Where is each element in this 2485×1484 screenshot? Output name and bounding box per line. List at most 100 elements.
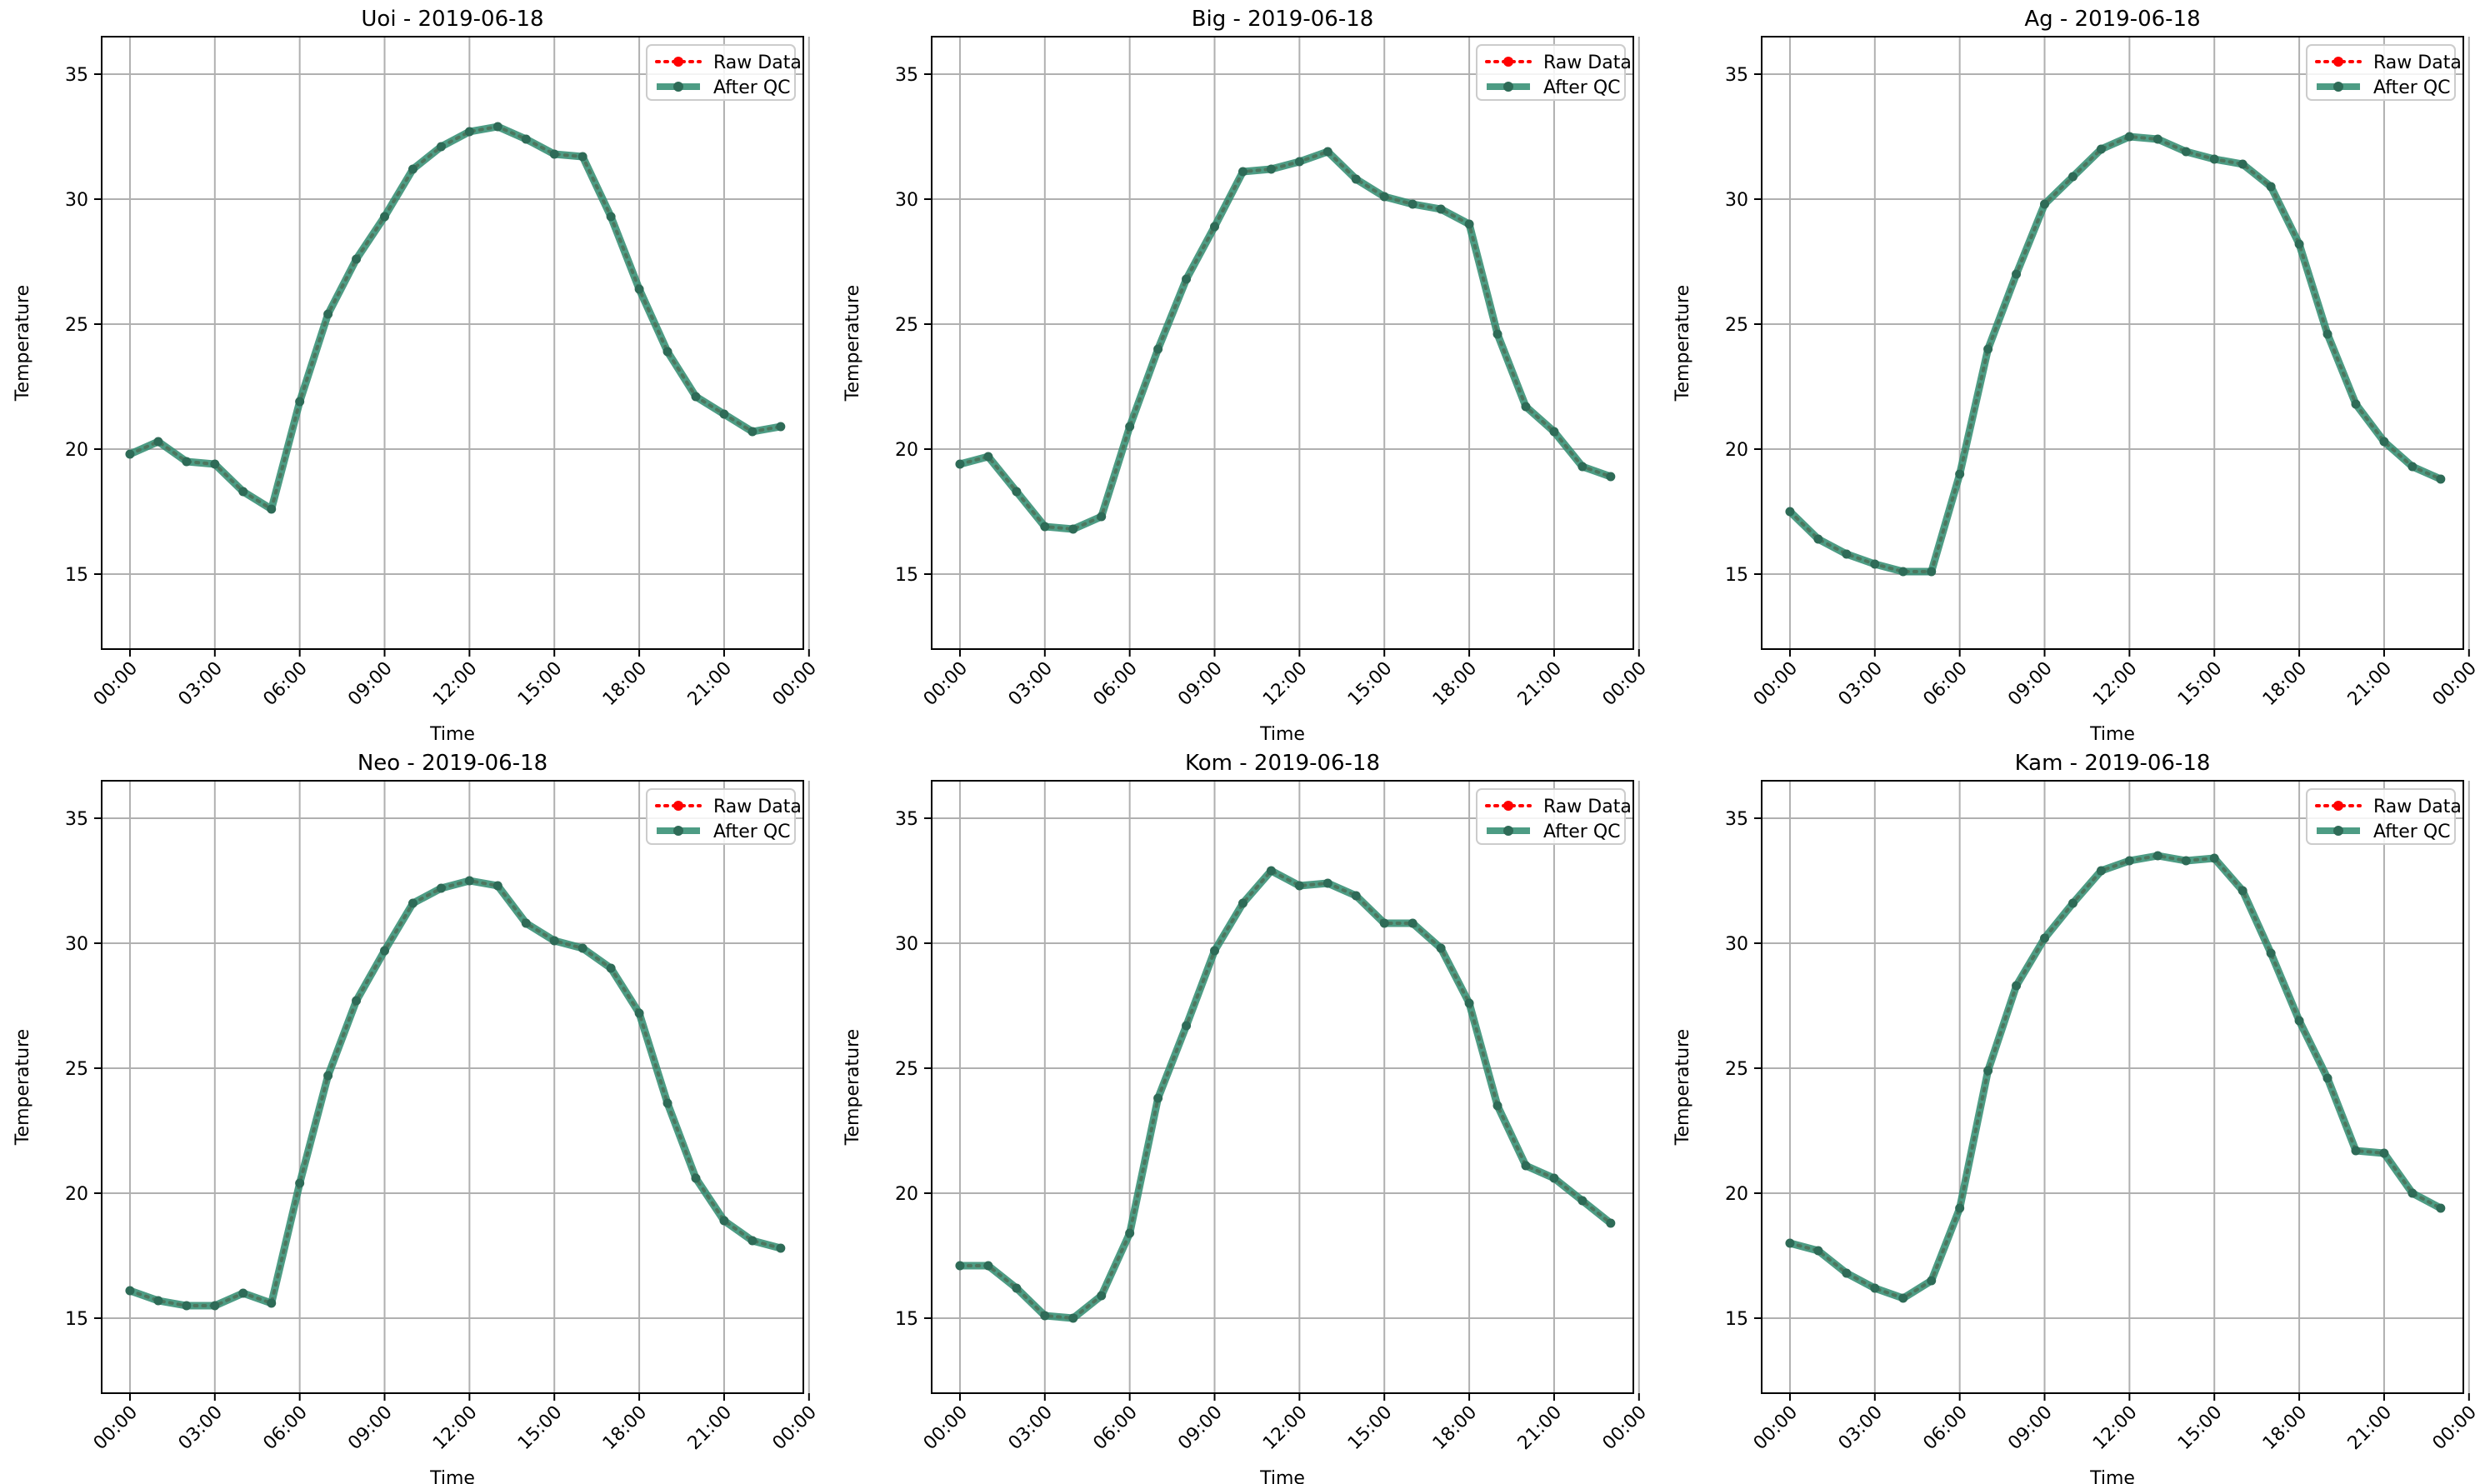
x-tick-label: 18:00 [599,1402,652,1455]
x-axis: 00:00 03:00 06:00 09:00 12:00 15:00 18:00 21:00… [1750,1393,2481,1454]
after-qc-point [521,134,531,144]
y-tick-label: 25 [1725,315,1748,336]
y-tick-label: 25 [65,315,88,336]
after-qc-point [267,1298,277,1308]
after-qc-point [238,1288,248,1298]
after-qc-point [1210,946,1220,956]
after-qc-point [1182,274,1192,284]
y-axis-label: Temperature [1672,1029,1693,1146]
x-tick-label: 15:00 [2174,1402,2227,1455]
grid [932,37,1640,649]
after-qc-point [1521,1161,1531,1171]
after-qc-point [492,881,502,891]
after-qc-point [2040,933,2050,943]
y-tick-label: 35 [65,809,88,830]
y-axis: 15 20 25 30 35 [65,65,102,586]
x-tick-label: 09:00 [2004,1402,2057,1455]
after-qc-point [352,996,362,1006]
after-qc-point [182,1301,192,1311]
after-qc-point [210,1301,220,1311]
x-tick-label: 12:00 [1259,1402,1312,1455]
after-qc-point [1153,344,1163,354]
subplot-5: 15 20 25 30 35 00:00 03:00 06:00 09:00 12:00 15:00… [842,751,1651,1484]
raw-data-line [958,149,1612,532]
legend-qc-marker [673,826,683,836]
after-qc-point [1813,1246,1823,1256]
x-tick-label: 00:00 [1750,658,1802,711]
legend-qc-label: After QC [2373,77,2451,98]
x-tick-label: 00:00 [769,658,822,711]
after-qc-point [1266,866,1276,876]
x-tick-label: 00:00 [920,1402,972,1455]
after-qc-point [153,437,163,447]
after-qc-point [1294,881,1304,891]
series-raw-data [1785,852,2445,1302]
after-qc-point [2266,182,2276,192]
after-qc-point [662,347,672,357]
legend-qc-label: After QC [2373,822,2451,842]
after-qc-point [1294,157,1304,167]
after-qc-point [955,459,965,469]
after-qc-point [2322,329,2332,339]
after-qc-point [1785,507,1795,517]
after-qc-point [464,876,474,886]
legend-qc-marker [1503,82,1513,92]
after-qc-point [1492,329,1502,339]
after-qc-point [323,309,333,319]
x-tick-label: 18:00 [1429,658,1482,711]
raw-data-line [1788,134,2442,573]
y-tick-label: 15 [1725,565,1748,586]
after-qc-point [2068,898,2078,908]
legend: Raw Data After QC [646,788,802,845]
y-tick-label: 20 [1725,1184,1748,1205]
y-tick-label: 30 [65,934,88,955]
legend-raw-marker [2333,801,2343,811]
after-qc-point [1408,918,1418,928]
raw-data-line [958,868,1612,1321]
legend-qc-label: After QC [713,822,791,842]
y-tick-label: 20 [65,1184,88,1205]
after-qc-point [521,918,531,928]
series-after-qc [955,866,1616,1323]
after-qc-point [1870,559,1880,569]
axes-frame [931,780,1634,1394]
after-qc-point [1521,402,1531,412]
x-tick-label: 18:00 [1429,1402,1482,1455]
x-tick-label: 00:00 [1750,1402,1802,1455]
legend-raw-label: Raw Data [2373,797,2462,817]
after-qc-point [408,898,418,908]
legend-qc-marker [1503,826,1513,836]
after-qc-point [2238,159,2248,169]
x-axis: 00:00 03:00 06:00 09:00 12:00 15:00 18:00 21:00… [920,1393,1651,1454]
after-qc-point [2294,1016,2304,1026]
after-qc-point [1125,1228,1135,1238]
legend-raw-label: Raw Data [713,52,802,73]
y-axis-label: Temperature [842,1029,863,1146]
after-qc-point [2436,1203,2446,1213]
after-qc-point [691,1173,701,1183]
series-raw-data [955,867,1615,1322]
after-qc-point [2436,474,2446,484]
after-qc-point [295,397,305,407]
after-qc-point [182,457,192,467]
after-qc-point [2351,1146,2361,1156]
after-qc-point [2181,856,2191,866]
after-qc-point [1068,1313,1078,1323]
after-qc-point [1097,512,1107,522]
grid [1762,37,2470,649]
x-tick-label: 03:00 [1005,658,1058,711]
after-qc-point [1238,898,1248,908]
x-tick-label: 09:00 [2004,658,2057,711]
legend-raw-label: Raw Data [2373,52,2462,73]
x-tick-label: 06:00 [259,1402,312,1455]
x-tick-label: 21:00 [2344,1402,2397,1455]
after-qc-point [1182,1021,1192,1031]
after-qc-point [1436,204,1446,214]
x-tick-label: 00:00 [90,1402,142,1455]
x-tick-label: 03:00 [1835,658,1888,711]
after-qc-point [549,149,559,159]
after-qc-point [1153,1093,1163,1103]
grid [102,781,810,1393]
after-qc-point [1040,1311,1050,1321]
grid [1762,781,2470,1393]
